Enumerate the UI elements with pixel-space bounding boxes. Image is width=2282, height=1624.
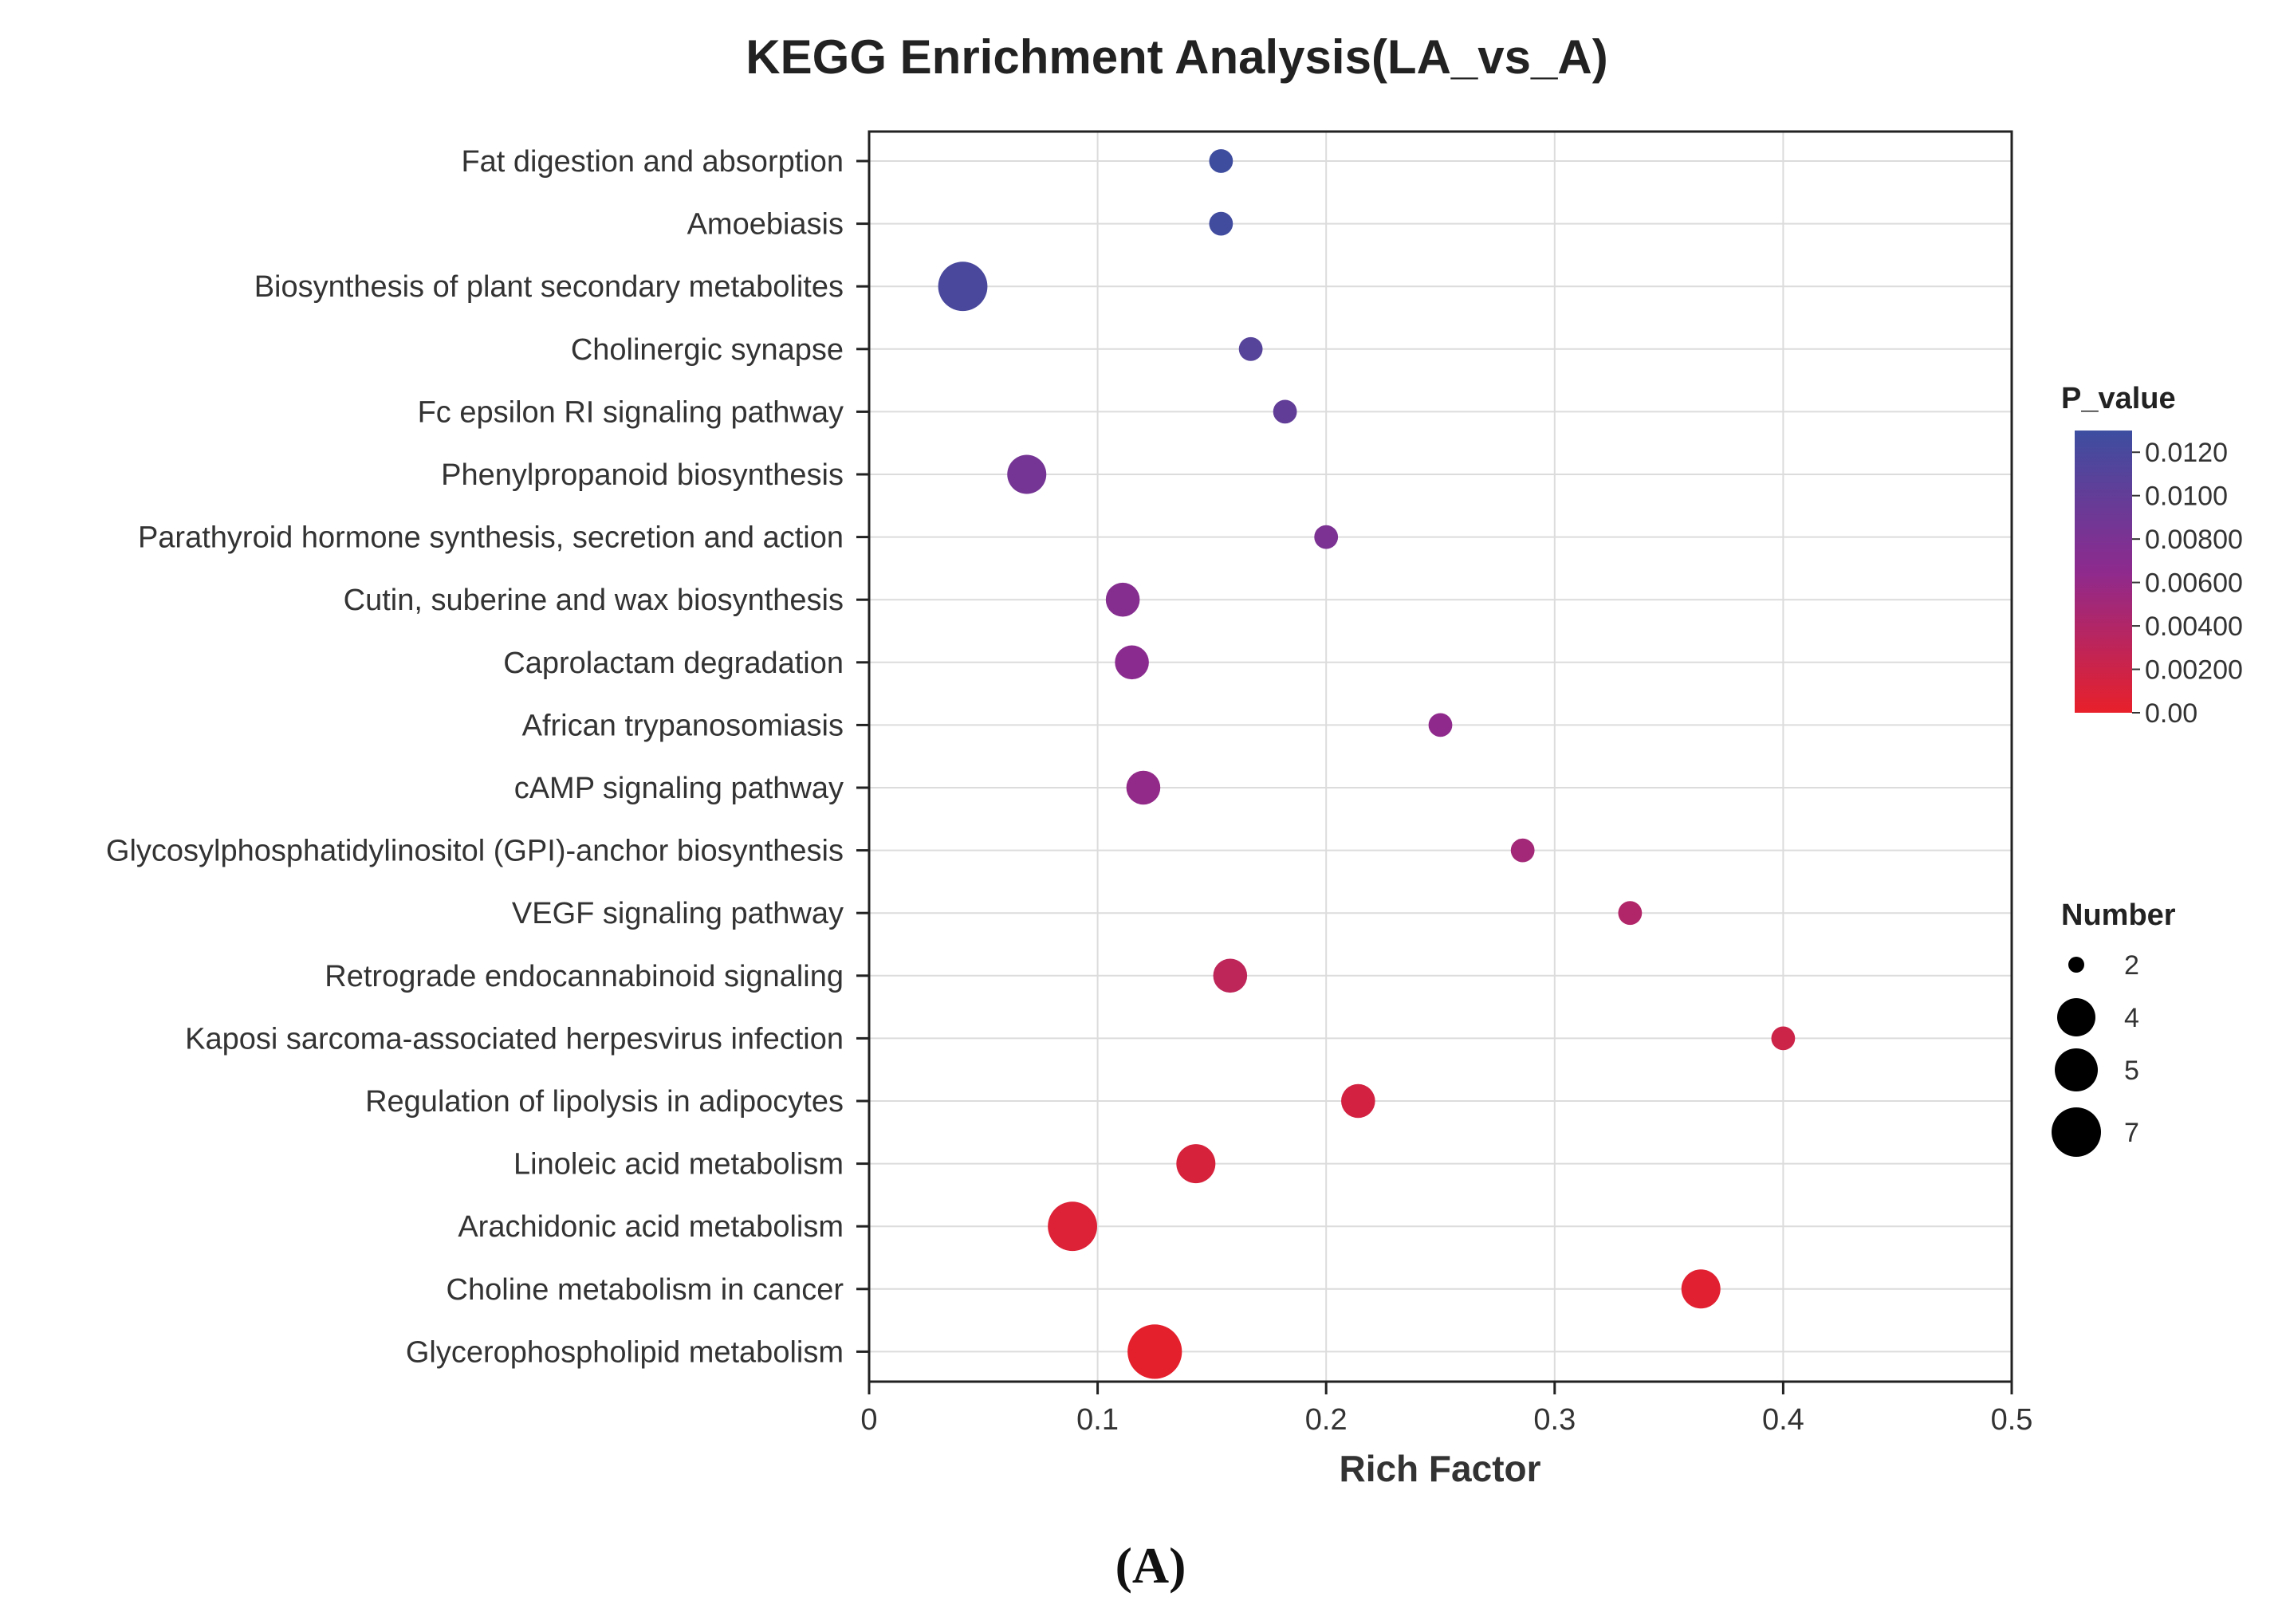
bubble-point (1209, 211, 1233, 236)
colorbar-tick-label: 0.00 (2145, 698, 2197, 729)
bubble-point (1048, 1201, 1097, 1252)
y-axis: Fat digestion and absorption Amoebiasis Bi… (106, 145, 869, 1369)
y-tick-label: Kaposi sarcoma-associated herpesvirus in… (185, 1022, 844, 1056)
bubble-point (1238, 336, 1263, 361)
y-tick-label: Regulation of lipolysis in adipocytes (365, 1085, 844, 1119)
x-tick-label: 0.1 (1076, 1403, 1119, 1437)
colorbar-tick-label: 0.00200 (2145, 655, 2243, 686)
size-legend-dot (2055, 1048, 2098, 1091)
y-tick-label: Caprolactam degradation (503, 647, 844, 680)
colorbar-tick-label: 0.0120 (2145, 438, 2228, 468)
pvalue-legend: P_value 0.0120 0.0100 0.00800 0.00600 0.0040… (2061, 382, 2243, 729)
y-tick-label: Cutin, suberine and wax biosynthesis (344, 584, 844, 617)
y-tick-label: Amoebiasis (687, 208, 844, 242)
plot-frame (868, 130, 2013, 1383)
size-legend-dot (2068, 957, 2084, 973)
bubble-point (1618, 901, 1643, 926)
bubble-point (1209, 149, 1233, 173)
x-tick-label: 0.2 (1305, 1403, 1348, 1437)
y-tick-label: Fat digestion and absorption (461, 145, 844, 179)
x-axis: 0 0.1 0.2 0.3 0.4 0.5 (860, 1382, 2032, 1437)
x-axis-title: Rich Factor (1339, 1448, 1540, 1489)
size-legend-label: 5 (2124, 1056, 2139, 1086)
size-legend-dot (2052, 1107, 2101, 1157)
bubble-point (1007, 454, 1047, 494)
x-tick-label: 0.4 (1762, 1403, 1804, 1437)
y-tick-label: Parathyroid hormone synthesis, secretion… (138, 521, 844, 555)
bubble-point (1115, 645, 1149, 680)
bubble-point (1510, 838, 1535, 863)
pvalue-colorbar (2075, 431, 2132, 713)
bubble-point (1771, 1026, 1796, 1051)
bubble-point (1127, 1324, 1182, 1379)
y-tick-label: Linoleic acid metabolism (513, 1148, 844, 1182)
x-tick-label: 0.5 (1991, 1403, 2033, 1437)
size-legend-label: 2 (2124, 950, 2139, 981)
x-tick-label: 0 (860, 1403, 877, 1437)
y-tick-label: African trypanosomiasis (522, 709, 844, 742)
colorbar-tick-label: 0.00800 (2145, 525, 2243, 555)
y-tick-label: Fc epsilon RI signaling pathway (418, 395, 844, 429)
y-tick-label: Choline metabolism in cancer (447, 1273, 844, 1307)
y-tick-label: Arachidonic acid metabolism (458, 1210, 844, 1244)
size-legend-label: 4 (2124, 1003, 2139, 1033)
bubble-point (1273, 399, 1297, 424)
bubble-point (1681, 1269, 1721, 1309)
bubble-point (1213, 958, 1248, 993)
size-legend-label: 7 (2124, 1118, 2139, 1148)
size-legend-dot (2057, 998, 2095, 1036)
bubble-point (1176, 1144, 1216, 1184)
bubble-point (1314, 525, 1339, 549)
bubble-point (1126, 770, 1161, 805)
figure-caption: (A) (1115, 1537, 1186, 1594)
y-tick-label: Cholinergic synapse (571, 333, 844, 367)
y-tick-label: cAMP signaling pathway (514, 772, 844, 805)
bubble-point (1105, 582, 1140, 617)
number-legend-title: Number (2061, 899, 2176, 932)
bubble-layer (938, 149, 1796, 1379)
y-tick-label: Biosynthesis of plant secondary metaboli… (254, 270, 844, 304)
colorbar-tick-label: 0.0100 (2145, 482, 2228, 512)
x-tick-label: 0.3 (1533, 1403, 1576, 1437)
grid-lines (868, 132, 2012, 1382)
y-tick-label: Phenylpropanoid biosynthesis (441, 458, 844, 492)
bubble-point (1428, 713, 1453, 737)
y-tick-label: Glycosylphosphatidylinositol (GPI)-ancho… (106, 835, 844, 868)
chart-title: KEGG Enrichment Analysis(LA_vs_A) (746, 30, 1607, 84)
bubble-point (1341, 1083, 1375, 1119)
number-legend: Number 2 4 5 7 (2052, 899, 2176, 1157)
bubble-point (938, 261, 988, 312)
y-tick-label: VEGF signaling pathway (512, 897, 844, 930)
colorbar-tick-label: 0.00400 (2145, 611, 2243, 642)
y-tick-label: Glycerophospholipid metabolism (406, 1335, 844, 1369)
pvalue-legend-title: P_value (2061, 382, 2176, 415)
y-tick-label: Retrograde endocannabinoid signaling (325, 960, 844, 993)
colorbar-tick-label: 0.00600 (2145, 568, 2243, 599)
